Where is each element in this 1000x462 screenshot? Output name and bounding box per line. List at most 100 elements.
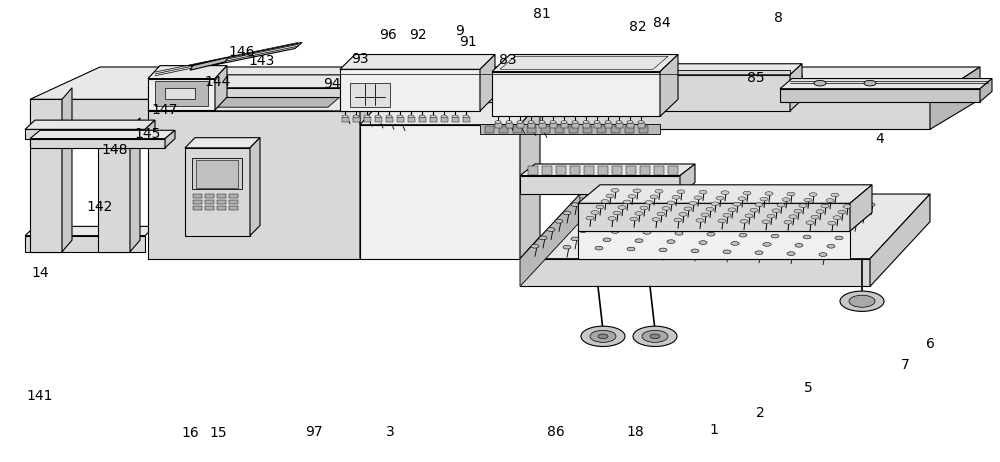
Bar <box>229 206 238 210</box>
Circle shape <box>579 229 587 232</box>
Polygon shape <box>790 64 802 111</box>
Circle shape <box>495 121 501 123</box>
Circle shape <box>655 189 663 193</box>
Polygon shape <box>158 92 345 107</box>
Circle shape <box>819 219 827 222</box>
Polygon shape <box>30 67 980 99</box>
Circle shape <box>683 223 691 227</box>
Circle shape <box>635 212 643 215</box>
Circle shape <box>787 192 795 196</box>
Bar <box>342 117 349 122</box>
Circle shape <box>628 195 636 198</box>
Polygon shape <box>870 194 930 286</box>
Circle shape <box>595 246 603 250</box>
Bar <box>217 194 226 198</box>
Polygon shape <box>190 57 228 70</box>
Text: 85: 85 <box>747 71 765 85</box>
Circle shape <box>579 195 587 198</box>
Circle shape <box>408 115 414 118</box>
Polygon shape <box>492 55 678 72</box>
Circle shape <box>819 253 827 256</box>
Circle shape <box>794 209 802 213</box>
Text: 8: 8 <box>774 12 782 25</box>
Circle shape <box>799 204 807 207</box>
Circle shape <box>699 207 707 210</box>
Bar <box>555 126 564 133</box>
Polygon shape <box>130 118 140 252</box>
Polygon shape <box>360 125 520 259</box>
Text: 84: 84 <box>653 16 671 30</box>
Circle shape <box>643 231 651 234</box>
Polygon shape <box>660 55 678 116</box>
Circle shape <box>547 228 555 231</box>
Polygon shape <box>660 64 802 75</box>
Circle shape <box>782 198 790 201</box>
Circle shape <box>828 221 836 225</box>
Bar <box>441 117 448 122</box>
Circle shape <box>613 211 621 215</box>
Polygon shape <box>578 203 850 231</box>
Text: 82: 82 <box>629 20 647 34</box>
Polygon shape <box>780 79 992 89</box>
Circle shape <box>728 208 736 212</box>
Text: 145: 145 <box>135 127 161 141</box>
Bar <box>583 126 592 133</box>
Text: 5: 5 <box>804 381 812 395</box>
Circle shape <box>739 233 747 237</box>
Polygon shape <box>148 75 802 88</box>
Circle shape <box>419 115 425 118</box>
Circle shape <box>601 200 609 203</box>
Bar <box>569 126 578 133</box>
Bar <box>499 126 508 133</box>
Bar <box>541 126 550 133</box>
Circle shape <box>659 214 667 218</box>
Text: 4: 4 <box>876 132 884 146</box>
Circle shape <box>701 213 709 217</box>
Circle shape <box>740 219 748 223</box>
Circle shape <box>638 121 644 123</box>
Circle shape <box>777 203 785 207</box>
Circle shape <box>707 198 715 202</box>
Circle shape <box>694 196 702 200</box>
Circle shape <box>811 227 819 231</box>
Polygon shape <box>30 99 62 252</box>
Circle shape <box>816 210 824 213</box>
Bar <box>419 117 426 122</box>
Circle shape <box>595 212 603 216</box>
Circle shape <box>677 190 685 194</box>
Text: 142: 142 <box>87 200 113 214</box>
Text: 141: 141 <box>27 389 53 403</box>
Circle shape <box>715 224 723 228</box>
Bar <box>639 126 648 133</box>
Circle shape <box>611 188 619 192</box>
Circle shape <box>627 213 635 217</box>
Circle shape <box>795 209 803 213</box>
Bar <box>640 166 650 175</box>
Text: 93: 93 <box>351 52 369 66</box>
Circle shape <box>611 195 619 199</box>
Circle shape <box>353 115 359 118</box>
Circle shape <box>767 214 775 218</box>
Bar <box>556 166 566 175</box>
Circle shape <box>650 195 658 199</box>
Circle shape <box>650 334 660 339</box>
Circle shape <box>787 252 795 255</box>
Circle shape <box>635 239 643 243</box>
Circle shape <box>843 205 851 208</box>
Circle shape <box>864 80 876 86</box>
Circle shape <box>672 195 680 199</box>
Circle shape <box>843 228 851 231</box>
Polygon shape <box>340 69 480 111</box>
Bar <box>193 206 202 210</box>
Bar <box>193 200 202 204</box>
Circle shape <box>809 193 817 196</box>
Polygon shape <box>660 75 790 111</box>
Bar <box>561 123 568 128</box>
Circle shape <box>642 330 668 342</box>
Bar <box>485 126 494 133</box>
Polygon shape <box>148 88 790 97</box>
Polygon shape <box>25 236 145 252</box>
Bar <box>605 123 612 128</box>
Circle shape <box>596 205 604 209</box>
Circle shape <box>684 207 692 211</box>
